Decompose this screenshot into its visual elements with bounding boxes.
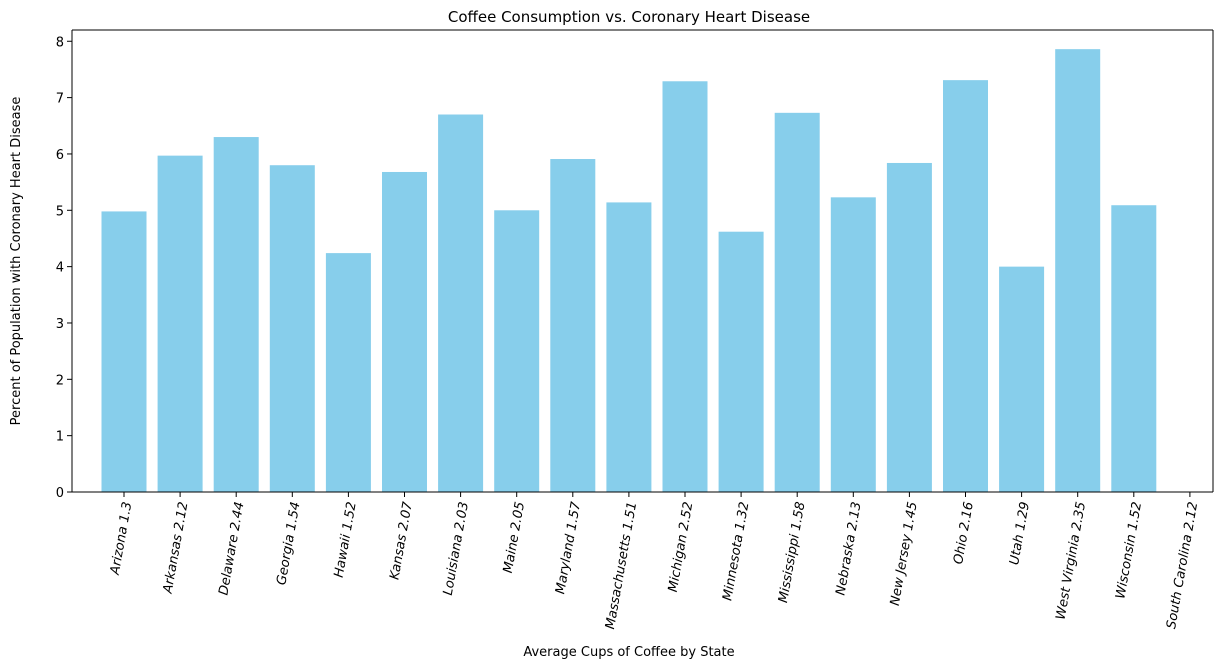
- x-tick-label: Minnesota 1.32: [720, 501, 752, 602]
- x-tick-label: Louisiana 2.03: [441, 501, 472, 597]
- y-tick-label: 2: [56, 373, 64, 388]
- x-tick-label: Michigan 2.52: [666, 501, 697, 594]
- bar: [943, 80, 988, 492]
- bar: [999, 266, 1045, 492]
- x-tick-label: Georgia 1.54: [274, 501, 303, 587]
- x-tick-label: Utah 1.29: [1007, 501, 1033, 567]
- bar: [662, 81, 708, 493]
- x-tick-label: Mississippi 1.58: [776, 501, 809, 604]
- bar: [157, 155, 203, 492]
- x-tick-label: Wisconsin 1.52: [1113, 501, 1145, 600]
- bar: [438, 114, 484, 492]
- y-tick-label: 1: [56, 430, 64, 445]
- bar: [382, 171, 427, 493]
- bar: [325, 253, 371, 492]
- bar: [269, 165, 315, 492]
- x-tick-label: South Carolina 2.12: [1164, 501, 1201, 630]
- x-tick-label: New Jersey 1.45: [888, 501, 921, 607]
- x-tick-label: Arizona 1.3: [108, 501, 136, 577]
- y-tick-label: 7: [56, 92, 64, 107]
- x-tick-label: Kansas 2.07: [387, 500, 416, 581]
- bar: [606, 202, 652, 492]
- bar: [550, 159, 596, 492]
- y-ticks-group: 0 1 2 3 4 5 6 7 8: [56, 35, 72, 501]
- y-tick-label: 0: [56, 486, 64, 501]
- y-tick-label: 5: [56, 204, 64, 219]
- y-tick-label: 6: [56, 148, 64, 163]
- y-tick-label: 3: [56, 317, 64, 332]
- x-ticks-group: Arizona 1.3 Arkansas 2.12 Delaware 2.44 Geo…: [108, 492, 1201, 631]
- x-tick-label: Maryland 1.57: [553, 500, 584, 595]
- bar: [1055, 49, 1101, 492]
- y-tick-label: 4: [56, 261, 64, 276]
- x-tick-label: Arkansas 2.12: [160, 501, 191, 596]
- x-tick-label: Hawaii 1.52: [332, 501, 360, 579]
- chart-title: Coffee Consumption vs. Coronary Heart Di…: [448, 8, 810, 26]
- bar: [886, 162, 932, 492]
- bars-group: [101, 49, 1157, 493]
- x-tick-label: West Virginia 2.35: [1054, 501, 1090, 621]
- bar: [494, 210, 540, 493]
- bar: [830, 197, 876, 492]
- y-axis-title: Percent of Population with Coronary Hear…: [9, 97, 24, 426]
- bar: [101, 211, 147, 493]
- x-tick-label: Delaware 2.44: [216, 501, 247, 597]
- x-axis-title: Average Cups of Coffee by State: [523, 645, 734, 660]
- y-tick-label: 8: [56, 35, 64, 50]
- x-tick-label: Maine 2.05: [501, 501, 528, 575]
- bar: [1111, 205, 1157, 492]
- x-tick-label: Massachusetts 1.51: [603, 501, 640, 631]
- x-tick-label: Ohio 2.16: [951, 501, 977, 566]
- bar: [213, 137, 259, 493]
- bar: [774, 112, 820, 492]
- bar: [718, 231, 764, 492]
- x-tick-label: Nebraska 2.13: [833, 501, 864, 597]
